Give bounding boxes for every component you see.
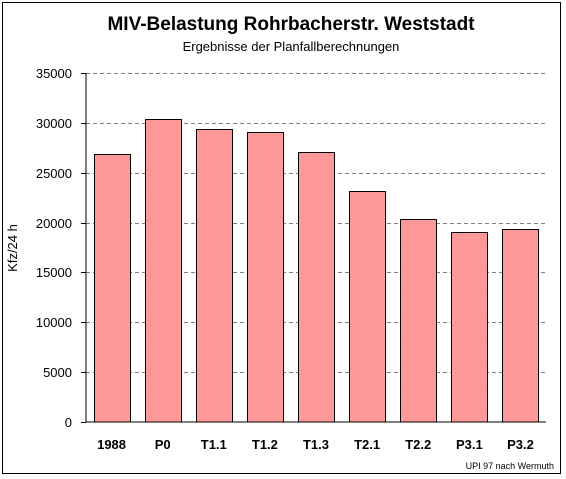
bar-T1.1 [196, 129, 233, 423]
y-tick-label: 30000 [36, 116, 72, 131]
bar-P0 [145, 119, 182, 423]
bar-T2.2 [400, 219, 437, 423]
y-axis-label: Kfz/24 h [5, 224, 20, 272]
x-tick-label: T1.3 [303, 437, 329, 452]
x-tick-label: T2.1 [354, 437, 380, 452]
y-tick-label: 25000 [36, 166, 72, 181]
bar-1988 [94, 154, 131, 423]
y-tick-label: 10000 [36, 315, 72, 330]
y-tick-label: 20000 [36, 216, 72, 231]
x-axis-ticks: 1988 P0 T1.1 T1.2 T1.3 T2.1 T2.2 P3.1 P3.2 [97, 437, 534, 452]
bar-T1.2 [247, 132, 284, 423]
bar-P3.1 [451, 232, 488, 423]
y-tick-label: 0 [65, 415, 72, 430]
x-tick-label: P3.2 [507, 437, 534, 452]
source-note: UPI 97 nach Wermuth [466, 461, 554, 471]
y-axis-ticks: 0 5000 10000 15000 20000 25000 30000 35000 [36, 66, 86, 430]
bar-T2.1 [349, 191, 386, 423]
y-tick-label: 35000 [36, 66, 72, 81]
x-tick-label: P0 [155, 437, 171, 452]
x-tick-label: T2.2 [405, 437, 431, 452]
bar-T1.3 [298, 152, 335, 423]
chart-title: MIV-Belastung Rohrbacherstr. Weststadt [107, 14, 475, 35]
bars [94, 119, 539, 423]
x-tick-label: T1.2 [252, 437, 278, 452]
x-tick-label: P3.1 [456, 437, 483, 452]
chart-subtitle: Ergebnisse der Planfallberechnungen [183, 39, 400, 54]
y-tick-label: 5000 [43, 365, 72, 380]
y-tick-label: 15000 [36, 265, 72, 280]
bar-P3.2 [502, 229, 539, 423]
x-tick-label: T1.1 [201, 437, 227, 452]
x-tick-label: 1988 [97, 437, 126, 452]
